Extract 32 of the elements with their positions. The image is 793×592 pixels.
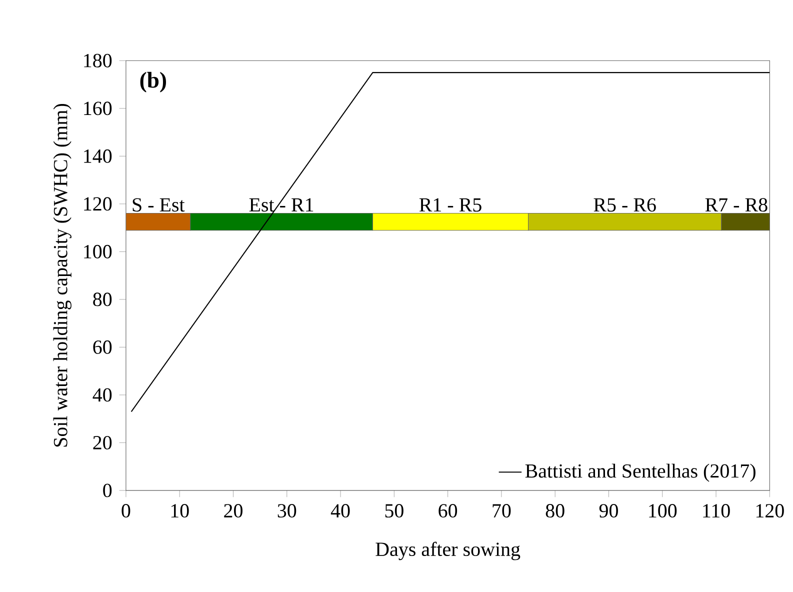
annotation: (b) [140, 72, 166, 93]
band-label: R7 - R8 [705, 198, 768, 212]
x-tick-label: 50 [385, 504, 404, 518]
x-tick-label: 20 [224, 504, 242, 518]
x-tick-label: 110 [703, 504, 730, 518]
x-tick-label: 70 [492, 504, 511, 518]
x-tick-label: 120 [756, 504, 784, 518]
x-tick-label: 30 [278, 504, 296, 518]
band-label: R5 - R6 [594, 198, 656, 212]
band-label: R1 - R5 [419, 198, 482, 212]
legend-label: Battisti and Sentelhas (2017) [525, 464, 756, 482]
x-tick-label: 80 [546, 504, 564, 518]
band-label: Est - R1 [249, 198, 314, 212]
x-tick-label: 40 [330, 504, 350, 518]
y-tick-label: 80 [93, 292, 112, 306]
x-tick-label: 0 [122, 504, 130, 518]
y-tick-label: 100 [84, 245, 112, 259]
x-tick-label: 60 [438, 504, 458, 518]
band-label: S - Est [132, 198, 185, 212]
y-axis-title: Soil water holding capacity (SWHC) (mm) [53, 104, 72, 447]
y-tick-label: 180 [84, 54, 112, 68]
y-tick-label: 140 [84, 150, 112, 164]
y-tick-label: 160 [84, 102, 112, 116]
y-tick-label: 60 [93, 340, 112, 354]
y-tick-label: 120 [84, 197, 112, 211]
x-tick-label: 10 [171, 504, 189, 518]
y-tick-label: 40 [92, 388, 112, 402]
x-axis-title: Days after sowing [376, 542, 520, 560]
y-tick-label: 20 [93, 436, 112, 450]
x-tick-label: 90 [599, 504, 618, 518]
x-tick-label: 100 [649, 504, 677, 518]
y-tick-label: 0 [103, 484, 112, 498]
